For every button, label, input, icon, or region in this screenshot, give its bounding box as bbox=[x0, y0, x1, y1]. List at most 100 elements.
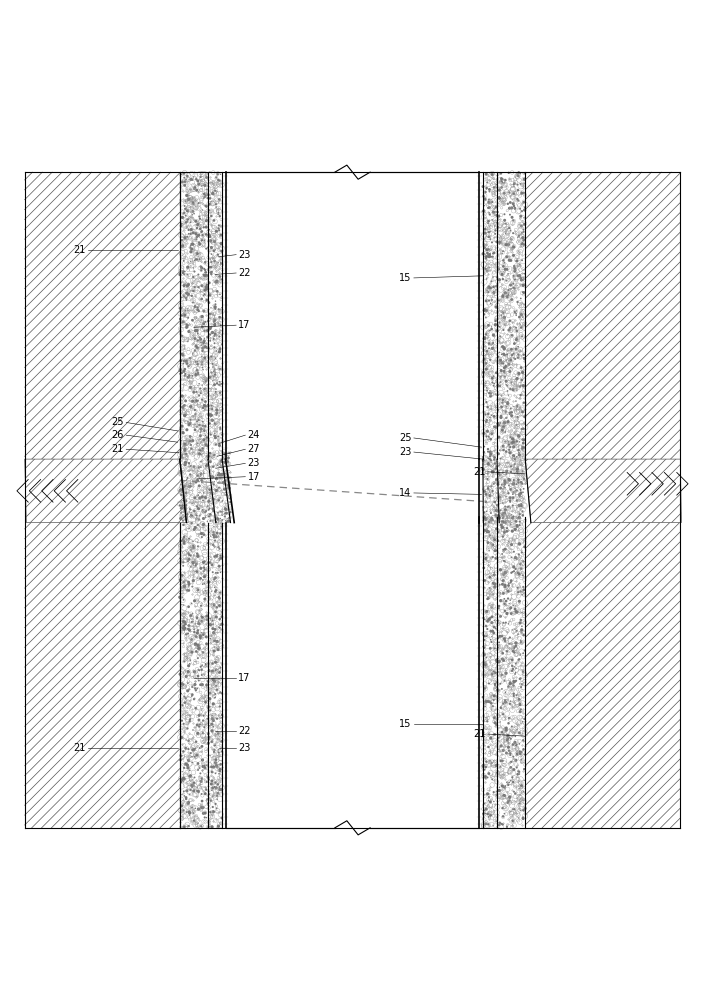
Circle shape bbox=[208, 413, 211, 416]
Circle shape bbox=[512, 445, 515, 448]
Circle shape bbox=[222, 461, 223, 462]
Circle shape bbox=[501, 395, 503, 397]
Circle shape bbox=[514, 666, 515, 667]
Circle shape bbox=[502, 353, 505, 355]
Circle shape bbox=[197, 545, 199, 547]
Circle shape bbox=[496, 276, 498, 278]
Circle shape bbox=[213, 321, 215, 323]
Circle shape bbox=[499, 683, 501, 685]
Circle shape bbox=[199, 634, 202, 638]
Circle shape bbox=[197, 443, 198, 444]
Circle shape bbox=[513, 287, 515, 289]
Circle shape bbox=[496, 214, 498, 217]
Circle shape bbox=[509, 752, 512, 755]
Circle shape bbox=[521, 411, 524, 413]
Circle shape bbox=[201, 361, 203, 363]
Circle shape bbox=[213, 603, 215, 605]
Circle shape bbox=[522, 229, 525, 231]
Circle shape bbox=[505, 401, 506, 403]
Circle shape bbox=[498, 641, 500, 643]
Circle shape bbox=[212, 483, 215, 486]
Circle shape bbox=[484, 803, 486, 804]
Circle shape bbox=[209, 333, 211, 336]
Circle shape bbox=[183, 414, 186, 417]
Circle shape bbox=[517, 573, 520, 575]
Circle shape bbox=[188, 761, 190, 762]
Circle shape bbox=[212, 765, 215, 769]
Circle shape bbox=[483, 246, 486, 249]
Circle shape bbox=[497, 787, 498, 788]
Circle shape bbox=[212, 510, 214, 512]
Circle shape bbox=[508, 449, 510, 451]
Circle shape bbox=[210, 414, 213, 417]
Circle shape bbox=[484, 635, 486, 637]
Circle shape bbox=[209, 209, 210, 211]
Circle shape bbox=[212, 623, 214, 625]
Circle shape bbox=[210, 246, 213, 249]
Circle shape bbox=[515, 268, 516, 270]
Circle shape bbox=[220, 174, 221, 175]
Circle shape bbox=[190, 774, 192, 777]
Circle shape bbox=[208, 531, 210, 533]
Circle shape bbox=[521, 335, 523, 337]
Circle shape bbox=[486, 188, 487, 190]
Circle shape bbox=[180, 173, 182, 175]
Circle shape bbox=[190, 554, 192, 557]
Circle shape bbox=[180, 507, 183, 510]
Circle shape bbox=[189, 509, 191, 510]
Circle shape bbox=[192, 391, 195, 394]
Circle shape bbox=[207, 662, 209, 665]
Circle shape bbox=[522, 291, 524, 293]
Circle shape bbox=[491, 543, 494, 546]
Circle shape bbox=[484, 268, 486, 270]
Circle shape bbox=[495, 285, 498, 288]
Circle shape bbox=[182, 524, 185, 526]
Circle shape bbox=[227, 520, 231, 523]
Circle shape bbox=[178, 596, 181, 599]
Circle shape bbox=[198, 243, 202, 246]
Circle shape bbox=[524, 173, 526, 175]
Circle shape bbox=[503, 347, 506, 350]
Circle shape bbox=[501, 807, 503, 809]
Circle shape bbox=[511, 725, 513, 727]
Circle shape bbox=[521, 785, 523, 787]
Circle shape bbox=[203, 193, 205, 195]
Circle shape bbox=[214, 303, 216, 305]
Circle shape bbox=[226, 494, 228, 496]
Circle shape bbox=[487, 413, 489, 415]
Circle shape bbox=[520, 313, 523, 316]
Circle shape bbox=[193, 683, 197, 686]
Circle shape bbox=[519, 752, 522, 755]
Circle shape bbox=[502, 329, 505, 331]
Circle shape bbox=[181, 244, 184, 247]
Circle shape bbox=[512, 482, 515, 486]
Circle shape bbox=[496, 329, 498, 332]
Circle shape bbox=[515, 499, 518, 502]
Circle shape bbox=[514, 463, 515, 465]
Circle shape bbox=[499, 721, 501, 723]
Circle shape bbox=[485, 248, 489, 251]
Circle shape bbox=[488, 700, 491, 703]
Circle shape bbox=[488, 248, 490, 250]
Circle shape bbox=[509, 501, 511, 503]
Circle shape bbox=[514, 608, 516, 610]
Circle shape bbox=[488, 800, 489, 801]
Circle shape bbox=[195, 748, 196, 749]
Circle shape bbox=[501, 553, 503, 555]
Circle shape bbox=[518, 788, 520, 789]
Circle shape bbox=[204, 274, 208, 277]
Text: 21: 21 bbox=[473, 467, 486, 477]
Circle shape bbox=[502, 815, 504, 818]
Circle shape bbox=[502, 259, 505, 262]
Circle shape bbox=[488, 255, 491, 258]
Circle shape bbox=[223, 482, 225, 485]
Circle shape bbox=[483, 209, 485, 212]
Circle shape bbox=[485, 420, 488, 423]
Circle shape bbox=[218, 604, 221, 607]
Circle shape bbox=[197, 644, 200, 647]
Circle shape bbox=[513, 768, 515, 771]
Circle shape bbox=[201, 793, 202, 795]
Circle shape bbox=[183, 683, 185, 686]
Circle shape bbox=[201, 454, 202, 456]
Circle shape bbox=[518, 731, 521, 734]
